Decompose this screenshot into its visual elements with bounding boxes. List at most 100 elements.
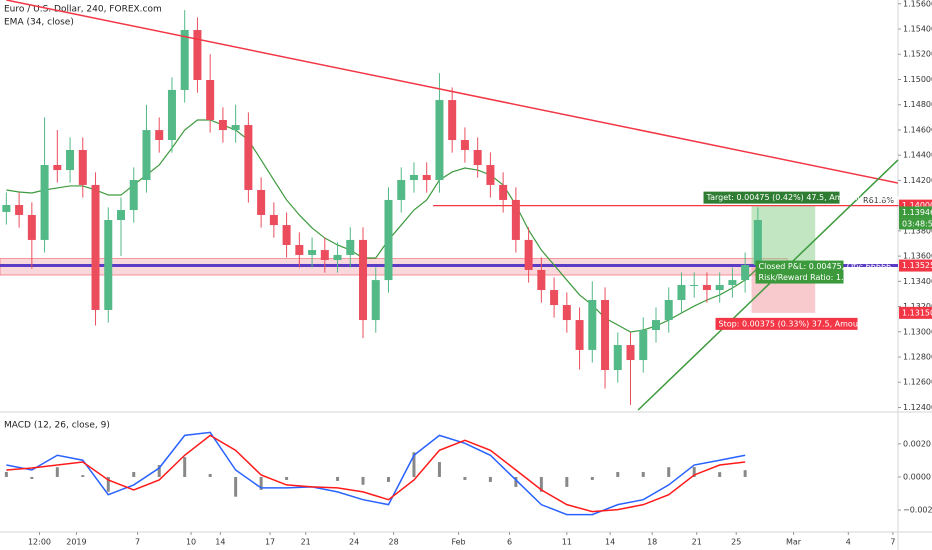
- candle-body: [295, 244, 304, 255]
- histogram-bar: [81, 475, 85, 477]
- countdown-box: [899, 218, 932, 230]
- candle-body: [473, 149, 482, 166]
- candle-body: [575, 320, 584, 350]
- x-tick-label: 12:00: [28, 538, 51, 547]
- candle-body: [117, 210, 126, 221]
- candle-body: [753, 220, 762, 266]
- y-tick-label: 1.13000: [903, 327, 932, 336]
- candle-body: [499, 184, 508, 200]
- histogram-bar: [412, 452, 416, 477]
- histogram-bar: [4, 472, 8, 477]
- histogram-bar: [743, 470, 747, 477]
- line-label: R61.8%: [863, 196, 894, 205]
- histogram-bar: [55, 467, 59, 477]
- trendline: [637, 159, 899, 411]
- candle-body: [397, 180, 406, 200]
- y-tick-label: 0.0020: [903, 439, 931, 448]
- y-tick-label: 1.13200: [903, 302, 932, 311]
- candle-body: [244, 125, 253, 190]
- candle-body: [524, 239, 533, 270]
- candle-body: [435, 100, 444, 181]
- x-tick-label: 6: [507, 538, 512, 547]
- candle-body: [40, 165, 49, 240]
- histogram-bar: [514, 476, 518, 487]
- candle-body: [193, 30, 202, 80]
- candle-body: [741, 265, 750, 281]
- price-marker: [899, 259, 932, 272]
- candle-body: [359, 239, 368, 321]
- histogram-bar: [208, 473, 212, 477]
- candle-body: [371, 280, 380, 321]
- candle-body: [257, 189, 266, 215]
- x-tick-label: 21: [692, 538, 702, 547]
- candle-body: [333, 254, 342, 261]
- indicator-title: EMA (34, close): [4, 18, 74, 28]
- histogram-bar: [259, 476, 263, 490]
- price-marker: [899, 206, 932, 219]
- candle-body: [639, 330, 648, 361]
- histogram-bar: [641, 472, 645, 477]
- ratio-label: Risk/Reward Ratio: 1.27: [759, 273, 854, 282]
- x-tick-label: 14: [605, 538, 615, 547]
- chart-title: Euro / U.S. Dollar, 240, FOREX.com: [4, 5, 162, 15]
- candle-body: [142, 130, 151, 181]
- y-tick-label: 1.14600: [903, 125, 932, 134]
- candle-body: [91, 184, 100, 310]
- price-marker-label: 1.13946: [902, 208, 932, 217]
- y-tick-label: 1.13600: [903, 252, 932, 261]
- x-tick-label: Mar: [786, 538, 802, 547]
- x-tick-label: 24: [349, 538, 359, 547]
- histogram-bar: [234, 476, 238, 497]
- histogram-bar: [336, 476, 340, 481]
- candle-body: [537, 269, 546, 291]
- ratio-label-box: [755, 271, 844, 284]
- histogram-bar: [157, 465, 161, 477]
- price-marker-label: 1.13150: [902, 308, 932, 317]
- target-label-box: [703, 191, 840, 204]
- x-tick-label: 14: [215, 538, 225, 547]
- macd-line: [6, 431, 746, 516]
- histogram-bar: [692, 467, 696, 477]
- candle-body: [15, 205, 24, 215]
- y-tick-label: 1.13400: [903, 277, 932, 286]
- y-tick-label: 0.0000: [903, 472, 931, 481]
- candle-body: [231, 125, 240, 131]
- candle-body: [588, 299, 597, 350]
- candle-body: [218, 119, 227, 131]
- trendline: [6, 0, 899, 184]
- candle-body: [690, 284, 699, 286]
- candle-body: [2, 205, 11, 212]
- target-label: Target: 0.00475 (0.42%) 47.5, Amount: 13…: [706, 193, 899, 202]
- stop-label: Stop: 0.00375 (0.33%) 37.5, Amount: 750: [719, 319, 887, 328]
- y-tick-label: 1.15600: [903, 0, 932, 8]
- pnl-label-box: [755, 260, 844, 273]
- price-marker: [899, 306, 932, 319]
- x-tick-label: 11: [562, 538, 572, 547]
- x-tick-label: 25: [731, 538, 741, 547]
- candle-body: [626, 345, 635, 361]
- candle-body: [167, 89, 176, 141]
- histogram-bar: [616, 472, 620, 477]
- histogram-bar: [285, 476, 289, 480]
- candle-body: [664, 299, 673, 321]
- x-tick-label: Feb: [451, 538, 465, 547]
- histogram-bar: [132, 472, 136, 477]
- candle-body: [601, 299, 610, 371]
- y-tick-label: 1.14200: [903, 176, 932, 185]
- candle-body: [677, 284, 686, 300]
- candle-body: [550, 290, 559, 306]
- x-tick-label: 18: [647, 538, 657, 547]
- histogram-bar: [361, 476, 365, 485]
- macd-title: MACD (12, 26, close, 9): [4, 421, 110, 431]
- histogram-bar: [539, 476, 543, 492]
- candle-body: [422, 174, 431, 181]
- target-area: [751, 205, 816, 266]
- candle-body: [129, 180, 138, 211]
- macd-line: [6, 434, 746, 513]
- candle-body: [448, 100, 457, 141]
- candle-body: [346, 239, 355, 255]
- stop-label-box: [715, 317, 858, 330]
- y-tick-label: 1.15400: [903, 25, 932, 34]
